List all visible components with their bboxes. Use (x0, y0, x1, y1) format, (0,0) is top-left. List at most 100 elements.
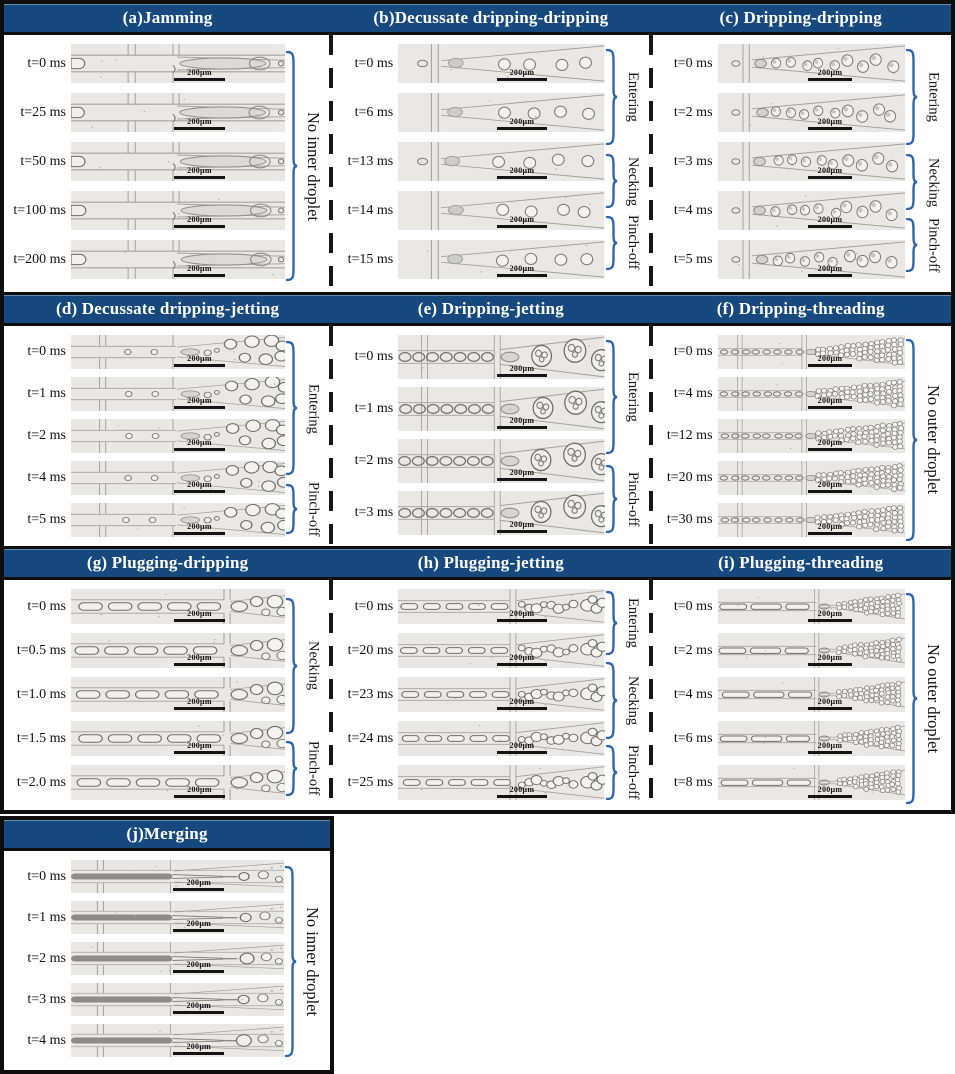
annotation-gutter: Entering Necking Pinch-off (605, 580, 650, 810)
brace-icon (605, 215, 618, 270)
frame-row: t=0 ms 200μm (8, 589, 286, 624)
scale-bar-label: 200μm (509, 165, 535, 175)
micrograph-image: 200μm (717, 44, 905, 83)
micrograph-image: 200μm (71, 240, 286, 279)
micrograph-image: 200μm (71, 335, 286, 369)
annotation-label: Entering (919, 49, 947, 145)
annotation-gutter: Entering Necking Pinch-off (905, 35, 950, 292)
micrograph-image: 200μm (398, 93, 605, 132)
annotation-gutter: No outer droplet (905, 326, 950, 546)
annotation-label-text: No outer droplet (923, 385, 943, 495)
scale-bar: 200μm (497, 67, 547, 81)
brace-icon (605, 340, 618, 455)
scale-bar-line (173, 176, 226, 179)
scale-bar-line (173, 970, 225, 973)
scale-bar-line (807, 707, 853, 710)
annotation-label: Pinch-off (919, 218, 947, 273)
frame-row: t=0.5 ms 200μm (8, 633, 286, 668)
scale-bar-label: 200μm (817, 784, 843, 794)
panel-title-d: (d) Decussate dripping-jetting (55, 299, 280, 318)
scale-bar-label: 200μm (186, 1000, 212, 1010)
scale-bar-label: 200μm (187, 740, 212, 750)
panel-title-c: (c) Dripping-dripping (719, 8, 882, 27)
frame-row: t=0 ms 200μm (335, 589, 605, 624)
annotation-gutter: Entering Necking Pinch-off (605, 35, 650, 292)
brace-icon (905, 217, 918, 272)
brace-icon (285, 484, 298, 535)
micrograph-image: 200μm (398, 240, 605, 279)
micrograph-image: 200μm (71, 721, 286, 756)
scale-bar: 200μm (173, 215, 226, 228)
panel-e: t=0 ms 200μm t=1 ms 200μm t=2 ms 200μm t=3 ms 2… (331, 326, 650, 546)
micrograph-image: 200μm (717, 765, 905, 800)
time-label: t=0 ms (27, 868, 66, 884)
scale-bar: 200μm (497, 519, 547, 533)
annotation-label: Necking (919, 154, 947, 210)
time-label: t=0.5 ms (16, 642, 66, 658)
scale-bar: 200μm (497, 364, 547, 377)
brace-icon (285, 51, 298, 282)
micrograph-image: 200μm (71, 942, 284, 975)
micrograph-image: 200μm (71, 589, 286, 624)
panel-title-g: (g) Plugging-dripping (86, 553, 249, 572)
annotation-label: No outer droplet (919, 593, 947, 804)
column-divider-dashed (329, 580, 334, 810)
annotation-label: Entering (619, 591, 647, 655)
scale-bar-label: 200μm (509, 519, 535, 529)
frame-row: t=6 ms 200μm (655, 721, 905, 756)
annotation-gutter: No inner droplet (284, 851, 329, 1070)
frame-row: t=200 ms 200μm (8, 240, 286, 279)
time-label: t=20 ms (666, 470, 713, 485)
scale-bar: 200μm (173, 609, 226, 622)
annotation-label: Entering (619, 340, 647, 454)
time-label: t=2 ms (673, 104, 713, 120)
scale-bar-line (173, 532, 226, 535)
row-content: t=0 ms 200μm t=1 ms 200μm t=2 ms 200μm t=3 ms 2… (4, 851, 330, 1070)
scale-bar-line (497, 225, 547, 228)
scale-bar-line (497, 751, 547, 754)
scale-bar: 200μm (497, 468, 547, 481)
annotation-label-text: Pinch-off (305, 741, 322, 796)
annotation-label: No inner droplet (298, 866, 326, 1057)
scale-bar-line (173, 225, 226, 228)
scale-bar-line (807, 364, 853, 367)
micrograph-image: 200μm (717, 589, 905, 624)
scale-bar-label: 200μm (509, 608, 535, 618)
time-label: t=0 ms (673, 598, 713, 614)
brace-icon (905, 593, 918, 805)
micrograph-image: 200μm (717, 721, 905, 756)
annotation-label: No inner droplet (299, 51, 327, 281)
annotation-label-text: No outer droplet (923, 644, 943, 754)
brace-icon (905, 339, 918, 542)
micrograph-image: 200μm (717, 142, 905, 181)
annotation-label: Pinch-off (619, 465, 647, 533)
micrograph-image: 200μm (71, 503, 286, 537)
scale-bar-label: 200μm (509, 67, 535, 77)
annotation-gutter: Entering Pinch-off (605, 326, 650, 546)
time-label: t=8 ms (673, 774, 713, 790)
annotation-label-text: Necking (625, 156, 642, 206)
scale-bar-label: 200μm (187, 67, 212, 77)
scale-bar-label: 200μm (186, 1041, 212, 1051)
scale-bar: 200μm (173, 878, 225, 891)
annotation-gutter: Entering Pinch-off (285, 326, 330, 546)
micrograph-image: 200μm (398, 589, 605, 624)
micrograph-image: 200μm (398, 721, 605, 756)
row-header: (a)Jamming (b)Decussate dripping-dripping… (4, 4, 951, 35)
scale-bar-line (807, 619, 853, 622)
time-label: t=0 ms (27, 55, 66, 71)
micrograph-image: 200μm (717, 461, 905, 495)
brace-icon (285, 341, 298, 476)
frame-row: t=1.5 ms 200μm (8, 721, 286, 756)
frame-row: t=2 ms 200μm (8, 942, 284, 975)
frame-row: t=3 ms 200μm (335, 491, 605, 535)
micrograph-image: 200μm (398, 335, 605, 379)
scale-bar-line (173, 888, 225, 891)
annotation-label-text: Necking (925, 157, 942, 207)
scale-bar: 200μm (807, 609, 853, 622)
scale-bar-line (173, 929, 225, 932)
panel-title-i: (i) Plugging-threading (718, 553, 884, 572)
column-divider-dashed (648, 326, 653, 546)
scale-bar: 200μm (807, 68, 853, 81)
micrograph-image: 200μm (398, 765, 605, 800)
